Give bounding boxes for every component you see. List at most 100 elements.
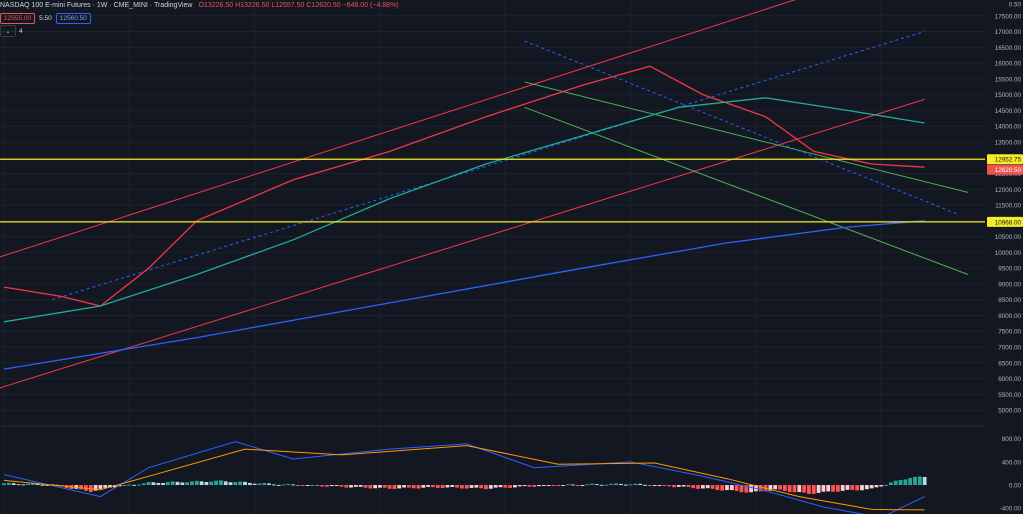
macd-histogram-bar — [609, 483, 614, 486]
macd-histogram-bar — [484, 485, 488, 490]
macd-histogram-bar — [652, 485, 657, 487]
macd-histogram-bar — [628, 484, 633, 486]
indicator-toggle[interactable]: ⌄ 4 — [0, 25, 23, 37]
macd-histogram-bar — [667, 485, 672, 487]
trend-line — [524, 81, 969, 193]
price-tick-label: 17000.00 — [995, 29, 1022, 36]
macd-histogram-bar — [537, 485, 541, 487]
macd-histogram-bar — [402, 485, 406, 488]
macd-histogram-bar — [715, 485, 720, 491]
macd-histogram-bar — [614, 483, 619, 486]
macd-histogram-bar — [267, 483, 271, 486]
macd-histogram-bar — [585, 484, 590, 486]
last-price-label: 12620.50 — [995, 167, 1022, 174]
level-label-badge — [987, 154, 1023, 165]
macd-histogram-bar — [729, 485, 734, 491]
macd-histogram-bar — [6, 482, 11, 486]
macd-histogram-bar — [281, 484, 286, 486]
macd-histogram-bar — [498, 485, 503, 488]
macd-histogram-bar — [917, 476, 922, 486]
macd-histogram-bar — [855, 485, 860, 491]
macd-histogram-bar — [378, 485, 382, 488]
macd-histogram-bar — [710, 485, 715, 489]
macd-histogram-bar — [98, 485, 103, 489]
macd-histogram-bar — [657, 485, 662, 487]
trend-line — [524, 106, 969, 275]
macd-histogram-bar — [474, 485, 479, 488]
trend-lines — [0, 0, 969, 389]
macd-histogram-bar — [93, 485, 98, 491]
macd-pane — [0, 425, 985, 514]
macd-histogram-bar — [353, 485, 358, 487]
macd-histogram-bar — [460, 485, 464, 489]
macd-histogram-bar — [276, 484, 281, 486]
price-tick-label: 7000.00 — [998, 345, 1021, 352]
macd-histogram-bar — [103, 485, 108, 488]
symbol-title[interactable]: NASDAQ 100 E-mini Futures · 1W · CME_MIN… — [0, 2, 193, 9]
macd-histogram-bar — [358, 485, 363, 487]
price-tick-label: 13500.00 — [995, 139, 1022, 146]
trend-line — [0, 98, 925, 389]
macd-histogram-bar — [821, 485, 826, 492]
level-label-badge — [987, 216, 1023, 227]
macd-histogram-bar — [435, 485, 440, 488]
macd-histogram-bar — [807, 485, 811, 494]
price-tick-label: 14500.00 — [995, 108, 1022, 115]
macd-histogram-bar — [257, 483, 262, 486]
macd-histogram-bar — [252, 483, 257, 486]
macd-histogram-bar — [21, 484, 26, 486]
macd-histogram-bar — [845, 485, 850, 490]
price-tick-label: 17500.00 — [995, 13, 1022, 20]
macd-histogram-bar — [541, 485, 546, 487]
price-tick-label: 9500.00 — [998, 266, 1021, 273]
macd-histogram-bar — [662, 485, 667, 487]
price-tick-label: 6500.00 — [998, 360, 1021, 367]
macd-histogram-bar — [450, 485, 455, 488]
macd-histogram-bar — [363, 485, 368, 488]
macd-histogram-bar — [705, 485, 710, 489]
chevron-down-icon[interactable]: ⌄ — [0, 25, 16, 37]
level-label: 10968.00 — [995, 219, 1022, 226]
macd-histogram-bar — [464, 485, 469, 489]
macd-histogram-bar — [122, 484, 127, 486]
macd-histogram-bar — [431, 485, 435, 488]
macd-histogram-bar — [570, 484, 575, 486]
macd-histogram-bar — [334, 485, 339, 487]
macd-histogram-bar — [508, 485, 512, 489]
macd-histogram-bar — [532, 485, 537, 487]
price-tick-label: 9000.00 — [998, 281, 1021, 288]
price-tick-label: 16000.00 — [995, 61, 1022, 68]
macd-histogram-bar — [908, 477, 913, 486]
ask-price[interactable]: 12560.50 — [55, 12, 91, 24]
macd-histogram-bar — [349, 485, 353, 488]
macd-histogram-bar — [527, 485, 532, 487]
macd-histogram-bar — [561, 485, 566, 487]
macd-histogram-bar — [638, 483, 643, 486]
macd-histogram-bar — [117, 485, 122, 487]
macd-histogram-bar — [835, 485, 840, 492]
macd-histogram-bar — [758, 485, 763, 492]
macd-histogram-bar — [513, 485, 517, 488]
macd-histogram-bar — [170, 481, 175, 486]
macd-histogram-bar — [320, 485, 325, 487]
macd-histogram-bar — [522, 485, 527, 487]
macd-histogram-bar — [826, 485, 831, 492]
macd-histogram-bar — [16, 484, 21, 486]
price-axis[interactable]: 0.50 5000.00 5500.00 6000.00 6500.00 7000.00 7… — [985, 0, 1023, 514]
macd-histogram-bar — [156, 482, 161, 486]
macd-histogram-bar — [701, 485, 705, 489]
indicator-count: 4 — [19, 27, 23, 35]
macd-histogram-bar — [633, 483, 638, 486]
bid-price[interactable]: 12555.00 — [0, 12, 36, 24]
macd-histogram-bar — [440, 485, 445, 489]
macd-histogram-bar — [888, 482, 893, 486]
macd-histogram-bar — [190, 481, 194, 486]
macd-histogram-bar — [647, 485, 652, 487]
price-tick-label: 8500.00 — [998, 297, 1021, 304]
macd-histogram-bar — [368, 485, 373, 489]
macd-histogram-bar — [792, 485, 797, 493]
macd-histogram-bar — [831, 485, 835, 492]
macd-histogram-bar — [884, 484, 888, 486]
ohlc-readout: O13226.50 H13226.50 L12557.50 C12620.50 … — [198, 2, 399, 9]
